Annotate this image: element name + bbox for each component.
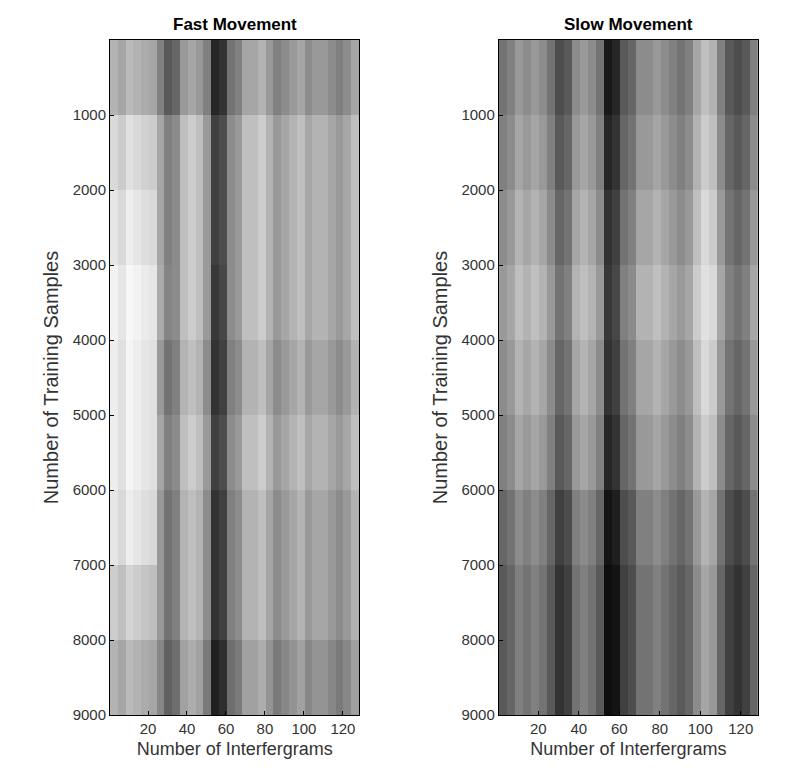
svg-text:Number of Training Samples: Number of Training Samples [40, 251, 62, 504]
svg-text:4000: 4000 [461, 331, 494, 348]
svg-text:6000: 6000 [461, 481, 494, 498]
svg-text:40: 40 [570, 720, 587, 737]
svg-text:2000: 2000 [73, 181, 106, 198]
svg-text:Number of Interfergrams: Number of Interfergrams [530, 739, 726, 759]
svg-text:5000: 5000 [73, 406, 106, 423]
svg-text:3000: 3000 [73, 256, 106, 273]
svg-text:4000: 4000 [73, 331, 106, 348]
svg-text:120: 120 [728, 720, 753, 737]
svg-text:20: 20 [530, 720, 547, 737]
svg-text:80: 80 [651, 720, 668, 737]
svg-text:2000: 2000 [461, 181, 494, 198]
svg-text:80: 80 [257, 720, 274, 737]
svg-text:8000: 8000 [73, 631, 106, 648]
svg-text:Slow Movement: Slow Movement [564, 15, 693, 34]
svg-text:40: 40 [179, 720, 196, 737]
svg-text:100: 100 [291, 720, 316, 737]
svg-text:Number of Training Samples: Number of Training Samples [429, 251, 451, 504]
svg-text:100: 100 [688, 720, 713, 737]
svg-text:5000: 5000 [461, 406, 494, 423]
svg-text:20: 20 [140, 720, 157, 737]
svg-text:6000: 6000 [73, 481, 106, 498]
svg-text:3000: 3000 [461, 256, 494, 273]
svg-text:7000: 7000 [73, 556, 106, 573]
svg-text:Fast Movement: Fast Movement [173, 15, 297, 34]
svg-text:60: 60 [611, 720, 628, 737]
svg-text:1000: 1000 [461, 106, 494, 123]
svg-text:Number of Interfergrams: Number of Interfergrams [137, 739, 333, 759]
svg-text:60: 60 [218, 720, 235, 737]
svg-text:9000: 9000 [461, 706, 494, 723]
svg-text:120: 120 [330, 720, 355, 737]
svg-text:7000: 7000 [461, 556, 494, 573]
svg-text:9000: 9000 [73, 706, 106, 723]
svg-text:8000: 8000 [461, 631, 494, 648]
svg-text:1000: 1000 [73, 106, 106, 123]
